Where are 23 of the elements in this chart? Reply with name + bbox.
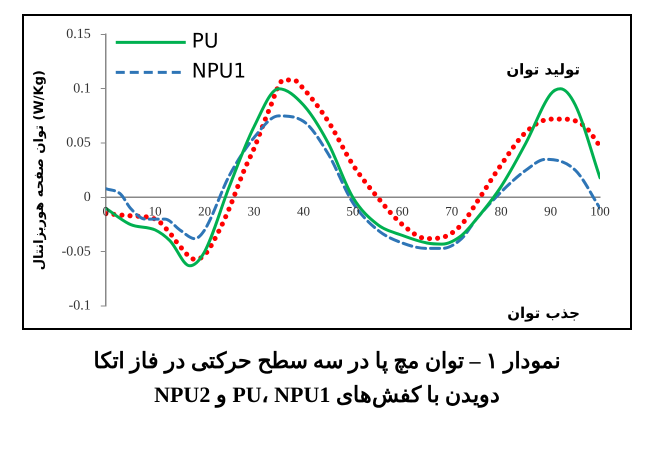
x-tick-label: 80 bbox=[494, 203, 508, 218]
x-tick-label: 30 bbox=[248, 203, 261, 218]
y-tick-label: 0 bbox=[84, 190, 91, 206]
x-tick-label: 10 bbox=[148, 203, 162, 218]
y-tick-label: 0.05 bbox=[66, 136, 91, 151]
x-tick-label: 100 bbox=[590, 203, 610, 218]
x-tick-label: 20 bbox=[198, 203, 212, 218]
annotation: جذب توان bbox=[507, 304, 580, 322]
legend-label: PU bbox=[192, 28, 218, 53]
y-axis-title: توان صفحه هوریزانتال (W/Kg) bbox=[32, 70, 48, 270]
y-tick-label: -0.1 bbox=[68, 298, 91, 314]
y-tick-label: -0.05 bbox=[62, 244, 91, 260]
x-tick-label: 70 bbox=[445, 203, 458, 218]
y-tick-label: 0.15 bbox=[66, 27, 91, 42]
x-tick-label: 0 bbox=[102, 203, 110, 218]
text: نمودار ۱ – توان مچ پا در سه سطح حرکتی در فاز اتکا دویدن با کفش‌های PU، NPU1 و NPU2 bbox=[92, 347, 562, 410]
legend-label: NPU1 bbox=[192, 58, 246, 83]
x-tick-label: 40 bbox=[296, 203, 310, 218]
annotation: تولید توان bbox=[506, 60, 580, 78]
y-tick-label: 0.1 bbox=[73, 81, 91, 96]
x-tick-label: 90 bbox=[544, 203, 558, 218]
x-tick-label: 50 bbox=[346, 203, 360, 218]
x-tick-label: 60 bbox=[396, 203, 409, 218]
